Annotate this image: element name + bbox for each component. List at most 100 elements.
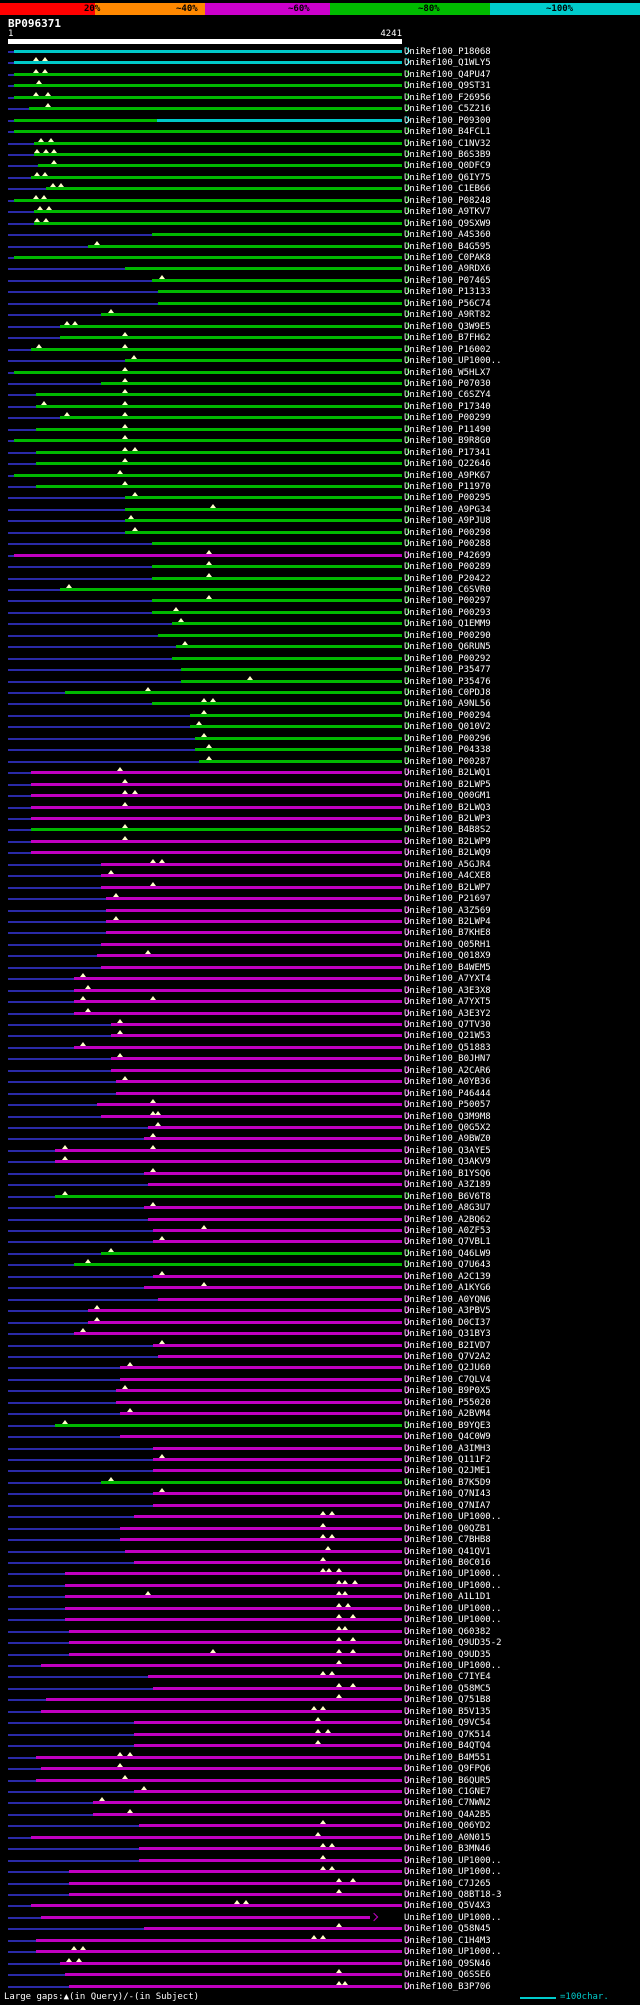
alignment-bar[interactable] bbox=[13, 95, 402, 99]
alignment-bar[interactable] bbox=[152, 1446, 402, 1450]
hit-label[interactable]: UniRef100_Q2JU60 bbox=[404, 1363, 491, 1374]
hit-label[interactable]: UniRef100_P13133 bbox=[404, 287, 491, 298]
alignment-bar[interactable] bbox=[100, 942, 402, 946]
alignment-bar[interactable] bbox=[34, 141, 402, 145]
alignment-bar[interactable] bbox=[35, 427, 402, 431]
alignment-bar[interactable] bbox=[31, 175, 402, 179]
alignment-bar[interactable] bbox=[180, 679, 402, 683]
alignment-bar[interactable] bbox=[152, 1503, 402, 1507]
hit-label[interactable]: UniRef100_Q0DFC9 bbox=[404, 161, 491, 172]
hit-label[interactable]: UniRef100_P35477 bbox=[404, 665, 491, 676]
hit-label[interactable]: UniRef100_UP1000.. bbox=[404, 1615, 502, 1626]
alignment-bar[interactable] bbox=[60, 1961, 402, 1965]
alignment-bar[interactable] bbox=[151, 542, 402, 546]
alignment-bar[interactable] bbox=[148, 1183, 402, 1187]
alignment-bar[interactable] bbox=[41, 1709, 402, 1713]
alignment-bar[interactable] bbox=[180, 668, 402, 672]
alignment-bar[interactable] bbox=[125, 530, 402, 534]
hit-label[interactable]: UniRef100_Q1EMM9 bbox=[404, 619, 491, 630]
alignment-bar[interactable] bbox=[73, 977, 402, 981]
hit-label[interactable]: UniRef100_P11970 bbox=[404, 481, 491, 492]
alignment-bar[interactable] bbox=[111, 1057, 402, 1061]
alignment-bar[interactable] bbox=[69, 1984, 402, 1988]
alignment-bar[interactable] bbox=[152, 1492, 402, 1496]
alignment-bar[interactable] bbox=[100, 874, 402, 878]
hit-label[interactable]: UniRef100_A0YB36 bbox=[404, 1077, 491, 1088]
alignment-bar[interactable] bbox=[125, 519, 402, 523]
hit-label[interactable]: UniRef100_B7KHE8 bbox=[404, 928, 491, 939]
hit-label[interactable]: UniRef100_C1GNE7 bbox=[404, 1786, 491, 1797]
alignment-bar[interactable] bbox=[138, 1858, 402, 1862]
hit-label[interactable]: UniRef100_B7K5D9 bbox=[404, 1477, 491, 1488]
hit-label[interactable]: UniRef100_F26956 bbox=[404, 92, 491, 103]
hit-label[interactable]: UniRef100_P20422 bbox=[404, 573, 491, 584]
hit-label[interactable]: UniRef100_Q06YD2 bbox=[404, 1821, 491, 1832]
hit-label[interactable]: UniRef100_P00289 bbox=[404, 562, 491, 573]
hit-label[interactable]: UniRef100_Q010V2 bbox=[404, 722, 491, 733]
hit-label[interactable]: UniRef100_A9RDX6 bbox=[404, 264, 491, 275]
alignment-bar[interactable] bbox=[55, 1194, 402, 1198]
hit-label[interactable]: UniRef100_Q22646 bbox=[404, 459, 491, 470]
hit-label[interactable]: UniRef100_Q05RH1 bbox=[404, 939, 491, 950]
alignment-bar[interactable] bbox=[55, 1160, 402, 1164]
alignment-bar[interactable] bbox=[13, 50, 402, 53]
alignment-bar[interactable] bbox=[100, 1114, 402, 1118]
hit-label[interactable]: UniRef100_B6QUR5 bbox=[404, 1775, 491, 1786]
alignment-bar[interactable] bbox=[31, 828, 402, 832]
alignment-bar[interactable] bbox=[171, 656, 402, 660]
hit-label[interactable]: UniRef100_A2C139 bbox=[404, 1271, 491, 1282]
alignment-bar[interactable] bbox=[111, 1068, 402, 1072]
alignment-bar[interactable] bbox=[69, 1881, 402, 1885]
alignment-bar[interactable] bbox=[125, 496, 402, 500]
hit-label[interactable]: UniRef100_C6SZY4 bbox=[404, 390, 491, 401]
alignment-bar[interactable] bbox=[152, 1274, 402, 1278]
alignment-bar[interactable] bbox=[100, 885, 402, 889]
alignment-bar[interactable] bbox=[134, 1744, 402, 1748]
hit-label[interactable]: UniRef100_C1NV32 bbox=[404, 138, 491, 149]
hit-label[interactable]: UniRef100_B2LWP4 bbox=[404, 916, 491, 927]
hit-label[interactable]: UniRef100_A5GJR4 bbox=[404, 859, 491, 870]
alignment-bar[interactable] bbox=[106, 931, 402, 935]
alignment-bar[interactable] bbox=[157, 1297, 402, 1301]
alignment-bar[interactable] bbox=[69, 1652, 402, 1656]
alignment-bar[interactable] bbox=[31, 782, 402, 786]
alignment-bar[interactable] bbox=[143, 1286, 402, 1290]
alignment-bar[interactable] bbox=[13, 473, 402, 477]
hit-label[interactable]: UniRef100_B7FH62 bbox=[404, 333, 491, 344]
hit-label[interactable]: UniRef100_Q9FPQ6 bbox=[404, 1764, 491, 1775]
hit-label[interactable]: UniRef100_D0CI37 bbox=[404, 1317, 491, 1328]
alignment-bar[interactable] bbox=[152, 1469, 402, 1473]
alignment-bar[interactable] bbox=[151, 233, 402, 237]
alignment-bar[interactable] bbox=[31, 805, 402, 809]
hit-label[interactable]: UniRef100_UP1000.. bbox=[404, 1661, 502, 1672]
hit-label[interactable]: UniRef100_B3MN46 bbox=[404, 1844, 491, 1855]
alignment-bar[interactable] bbox=[106, 897, 402, 901]
hit-label[interactable]: UniRef100_Q58N45 bbox=[404, 1924, 491, 1935]
alignment-bar[interactable] bbox=[194, 736, 402, 740]
alignment-bar[interactable] bbox=[31, 816, 402, 820]
alignment-bar[interactable] bbox=[35, 1950, 402, 1954]
hit-label[interactable]: UniRef100_B2LWQ3 bbox=[404, 802, 491, 813]
alignment-bar[interactable] bbox=[92, 1812, 402, 1816]
hit-label[interactable]: UniRef100_Q7K514 bbox=[404, 1729, 491, 1740]
hit-label[interactable]: UniRef100_C0PDJ8 bbox=[404, 688, 491, 699]
hit-label[interactable]: UniRef100_B0C016 bbox=[404, 1558, 491, 1568]
hit-label[interactable]: UniRef100_Q3W9E5 bbox=[404, 321, 491, 332]
alignment-bar[interactable] bbox=[106, 908, 402, 912]
hit-label[interactable]: UniRef100_B9YQE3 bbox=[404, 1420, 491, 1431]
hit-label[interactable]: UniRef100_P55020 bbox=[404, 1397, 491, 1408]
hit-label[interactable]: UniRef100_P00293 bbox=[404, 607, 491, 618]
hit-label[interactable]: UniRef100_P07030 bbox=[404, 378, 491, 389]
hit-label[interactable]: UniRef100_UP1000.. bbox=[404, 1512, 502, 1523]
alignment-bar[interactable] bbox=[125, 507, 402, 511]
alignment-bar[interactable] bbox=[92, 1801, 402, 1805]
alignment-bar[interactable] bbox=[35, 484, 402, 488]
alignment-bar[interactable] bbox=[134, 1732, 402, 1736]
hit-label[interactable]: UniRef100_P04338 bbox=[404, 745, 491, 756]
alignment-bar[interactable] bbox=[143, 1927, 402, 1931]
hit-label[interactable]: UniRef100_Q51883 bbox=[404, 1042, 491, 1053]
hit-label[interactable]: UniRef100_Q7VBL1 bbox=[404, 1237, 491, 1248]
alignment-bar[interactable] bbox=[31, 1835, 402, 1839]
alignment-bar[interactable] bbox=[41, 1915, 371, 1919]
alignment-bar[interactable] bbox=[97, 954, 402, 958]
